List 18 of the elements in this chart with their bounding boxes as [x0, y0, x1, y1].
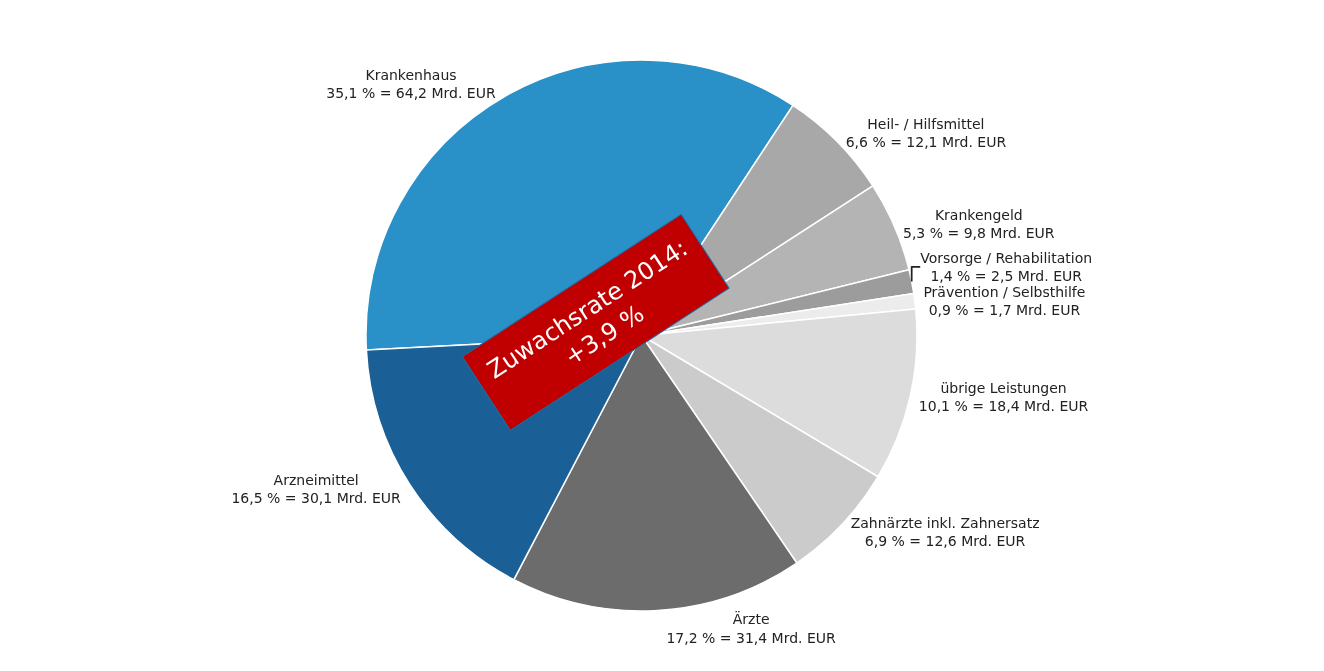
slice-label: Krankenhaus — [365, 66, 457, 83]
data-label: 0,9 % = 1,7 Mrd. EUR — [928, 302, 1081, 319]
slice-label: Prävention / Selbsthilfe — [923, 283, 1086, 300]
data-label: 16,5 % = 30,1 Mrd. EUR — [231, 490, 402, 507]
slice-label: Vorsorge / Rehabilitation — [920, 249, 1093, 266]
slice-label: Arzneimittel — [273, 472, 359, 489]
data-label: 10,1 % = 18,4 Mrd. EUR — [918, 397, 1089, 414]
slice-label: Zahnärzte inkl. Zahnersatz — [850, 515, 1040, 532]
data-label: 5,3 % = 9,8 Mrd. EUR — [903, 224, 1055, 241]
slice-label: Krankengeld — [934, 206, 1023, 223]
data-label: 6,6 % = 12,1 Mrd. EUR — [845, 134, 1007, 151]
data-label: 1,4 % = 2,5 Mrd. EUR — [930, 267, 1083, 284]
slice-label: Ärzte — [732, 610, 770, 628]
slice-label: übrige Leistungen — [940, 379, 1067, 396]
data-label: 17,2 % = 31,4 Mrd. EUR — [666, 629, 837, 646]
slice-label: Heil- / Hilfsmittel — [867, 115, 985, 132]
data-label: 35,1 % = 64,2 Mrd. EUR — [326, 84, 496, 101]
data-label: 6,9 % = 12,6 Mrd. EUR — [864, 533, 1026, 550]
